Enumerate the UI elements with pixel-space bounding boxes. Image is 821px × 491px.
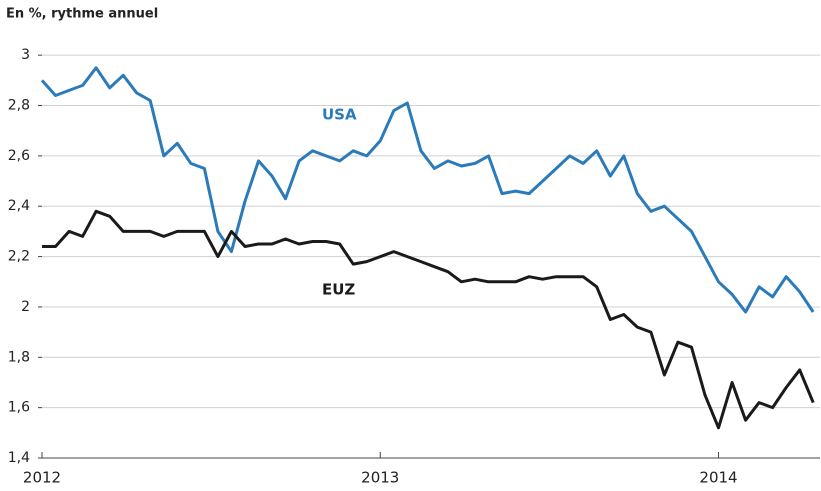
y-tick-label: 3 xyxy=(21,47,30,63)
x-tick-label: 2014 xyxy=(699,469,737,487)
series-line xyxy=(40,66,815,314)
y-tick-label: 2 xyxy=(21,299,30,315)
y-tick-label: 1,6 xyxy=(8,400,30,416)
series-line xyxy=(42,209,815,430)
y-tick-label: 1,8 xyxy=(8,349,30,365)
series-label: EUZ xyxy=(322,281,355,299)
y-tick-label: 1,4 xyxy=(8,450,30,466)
y-tick-label: 2,4 xyxy=(8,198,30,214)
chart-title: En %, rythme annuel xyxy=(6,7,158,22)
series-label: USA xyxy=(322,106,357,124)
x-tick-label: 2013 xyxy=(361,469,399,487)
x-tick-label: 2012 xyxy=(23,469,61,487)
y-tick-label: 2,2 xyxy=(8,249,30,265)
y-tick-label: 2,8 xyxy=(8,98,30,114)
y-tick-label: 2,6 xyxy=(8,148,30,164)
